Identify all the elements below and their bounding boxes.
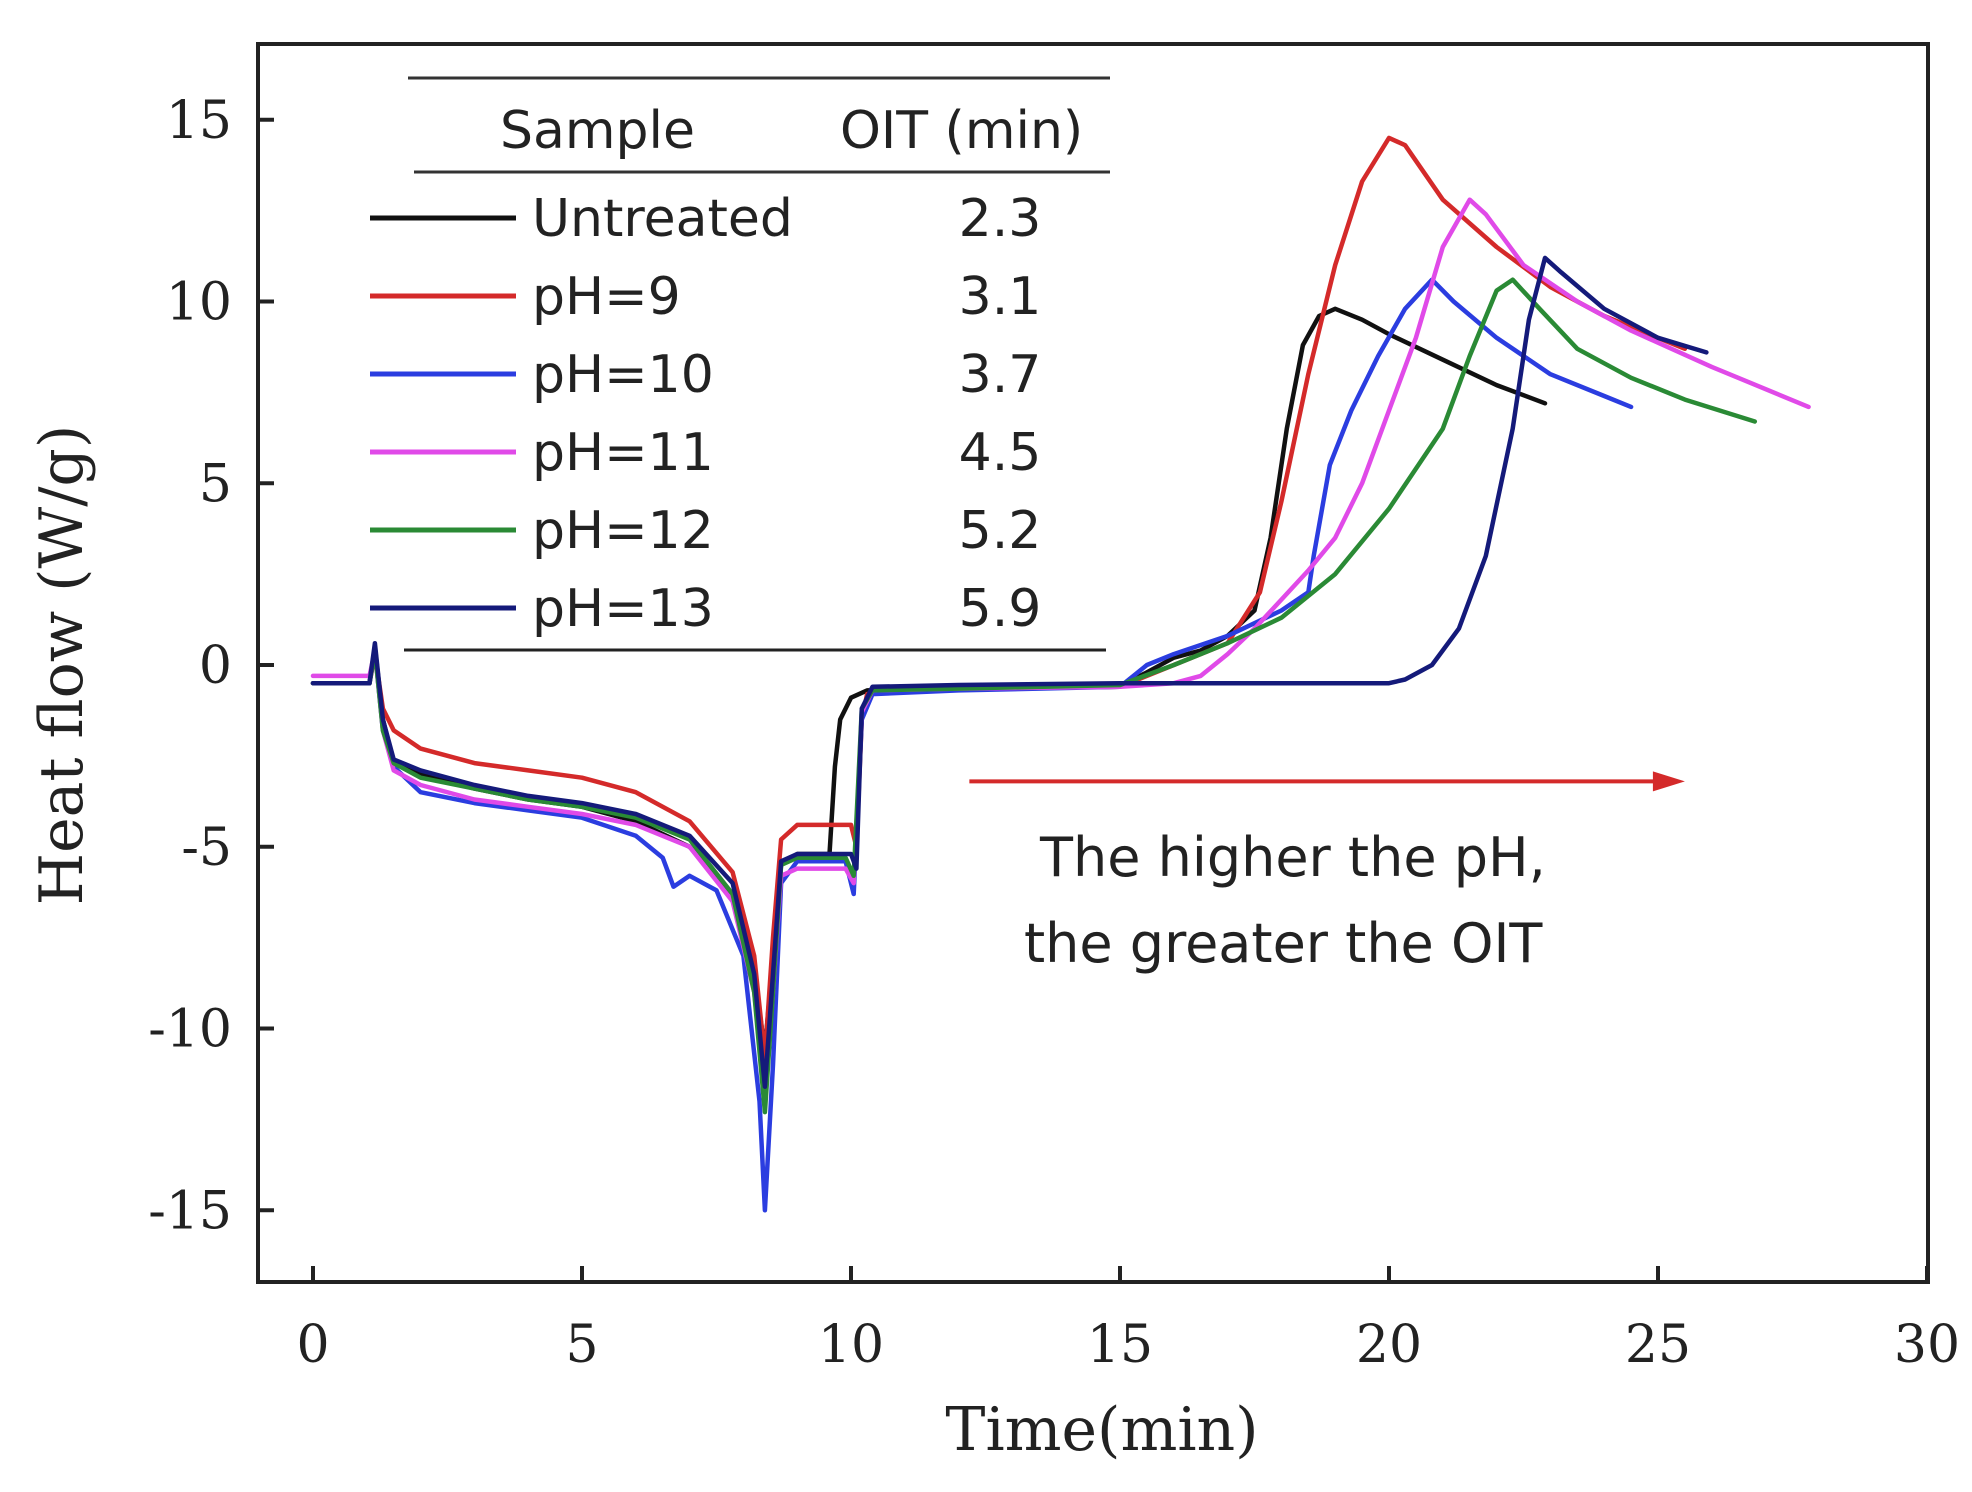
y-tick-label: 15 <box>166 91 232 151</box>
series-line <box>310 255 1709 1089</box>
legend-sample-label: pH=13 <box>532 579 714 639</box>
legend-oit-value: 5.2 <box>959 501 1042 561</box>
x-tick-label: 15 <box>1087 1315 1153 1375</box>
series-lines <box>310 135 1811 1213</box>
plot-frame <box>256 42 1930 1284</box>
legend-sample-label: pH=9 <box>532 267 681 327</box>
legend-oit-value: 4.5 <box>959 423 1042 483</box>
x-tick-label: 30 <box>1894 1315 1960 1375</box>
y-tick-label: -5 <box>181 818 232 878</box>
annotation-line-2: the greater the OIT <box>1024 912 1543 975</box>
legend-oit-value: 5.9 <box>959 579 1042 639</box>
annotation-arrowhead <box>1652 771 1685 792</box>
annotation-line-1: The higher the pH, <box>1039 826 1546 889</box>
x-tick-label: 0 <box>296 1315 329 1375</box>
legend-oit-value: 3.7 <box>959 345 1042 405</box>
y-tick-label: -10 <box>148 1000 232 1060</box>
legend-header-oit: OIT (min) <box>840 101 1083 161</box>
legend-table: Sample OIT (min) Untreated 2.3 pH=9 3.1 pH=1… <box>370 76 1110 652</box>
y-tick-label: 0 <box>199 636 232 696</box>
legend-header-sample: Sample <box>500 101 695 161</box>
legend-oit-value: 3.1 <box>959 267 1042 327</box>
legend-sample-label: pH=12 <box>532 501 714 561</box>
series-line <box>310 277 1758 1115</box>
x-tick-label: 25 <box>1625 1315 1691 1375</box>
x-tick-label: 20 <box>1356 1315 1422 1375</box>
x-axis: 0 5 10 15 20 25 30 <box>296 1266 1960 1375</box>
legend-oit-value: 2.3 <box>959 189 1042 249</box>
legend-sample-label: Untreated <box>532 189 793 249</box>
x-axis-title: Time(min) <box>945 1395 1258 1465</box>
x-tick-label: 5 <box>565 1315 598 1375</box>
series-line <box>310 277 1634 1213</box>
x-tick-label: 10 <box>818 1315 884 1375</box>
legend-sample-label: pH=10 <box>532 345 714 405</box>
y-axis-title: Heat flow (W/g) <box>27 425 97 905</box>
y-tick-label: 5 <box>199 454 232 514</box>
annotation: The higher the pH, the greater the OIT <box>969 771 1685 975</box>
y-tick-label: 10 <box>166 273 232 333</box>
legend-rows: Untreated 2.3 pH=9 3.1 pH=10 3.7 pH=11 4.5 pH=12… <box>370 189 1041 639</box>
legend-sample-label: pH=11 <box>532 423 714 483</box>
y-axis: -15 -10 -5 0 5 10 15 <box>148 91 274 1241</box>
y-tick-label: -15 <box>148 1181 232 1241</box>
